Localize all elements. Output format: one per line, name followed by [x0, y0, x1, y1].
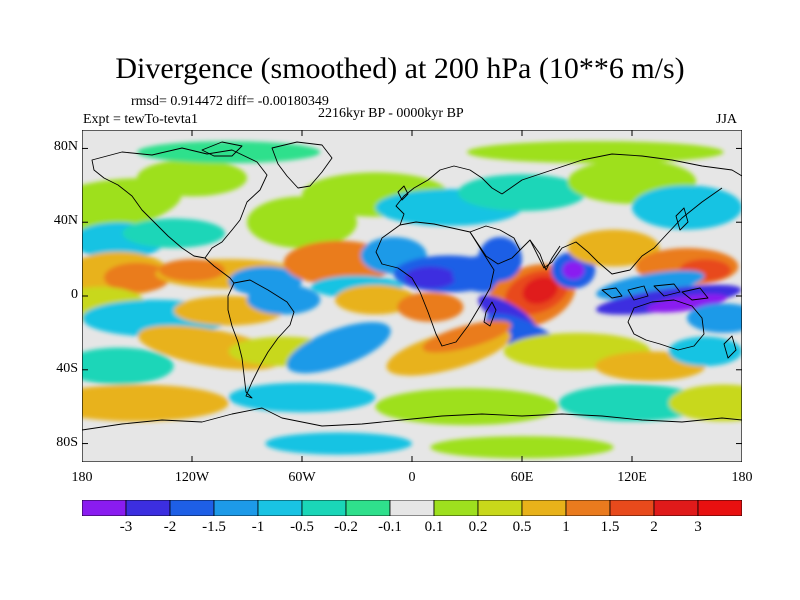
- contour-region: [397, 292, 464, 322]
- lon-tick-label: 180: [71, 470, 93, 485]
- colorbar-label: -2: [163, 519, 177, 535]
- contour-region: [404, 266, 457, 289]
- colorbar-label: -0.5: [290, 519, 314, 535]
- colorbar-swatch: [82, 500, 127, 516]
- colorbar-label: -1: [251, 519, 265, 535]
- contour-region: [430, 436, 614, 459]
- experiment-text: Expt = tewTo-tevta1: [83, 112, 198, 127]
- contour-region: [137, 159, 247, 197]
- colorbar-swatch: [257, 500, 303, 516]
- colorbar-label: -0.1: [378, 519, 402, 535]
- contour-region: [647, 294, 727, 313]
- colorbar-label: 1.5: [600, 519, 620, 535]
- contour-region: [522, 276, 559, 305]
- colorbar-label: 0.1: [424, 519, 444, 535]
- contour-region: [159, 259, 225, 282]
- contour-region: [265, 432, 412, 455]
- lat-tick-label: 40N: [53, 213, 78, 229]
- lon-tick-label: 0: [408, 470, 416, 485]
- colorbar-label: -1.5: [202, 519, 226, 535]
- colorbar-swatch: [521, 500, 567, 516]
- contour-region: [286, 322, 391, 374]
- colorbar-label: 0.2: [468, 519, 488, 535]
- colorbar-swatch: [697, 500, 742, 516]
- colorbar-label: 2: [650, 519, 658, 535]
- contour-region: [122, 218, 225, 249]
- colorbar-swatch: [169, 500, 215, 516]
- lon-tick-label: 180: [731, 470, 753, 485]
- lon-tick-label: 120E: [617, 470, 647, 485]
- divergence-map: [82, 130, 742, 462]
- colorbar-swatch: [433, 500, 479, 516]
- contour-region: [668, 384, 742, 422]
- contour-region: [137, 141, 321, 164]
- contour-region: [558, 384, 706, 422]
- colorbar-swatch: [125, 500, 171, 516]
- contour-region: [82, 347, 174, 385]
- colorbar-swatch: [477, 500, 523, 516]
- contour-region: [467, 141, 724, 164]
- contour-region: [228, 382, 376, 413]
- colorbar-label: -0.2: [334, 519, 358, 535]
- colorbar: [82, 500, 742, 516]
- colorbar-label: 3: [694, 519, 702, 535]
- colorbar-swatch: [389, 500, 435, 516]
- contour-region: [104, 262, 170, 293]
- lon-tick-label: 120W: [174, 470, 210, 485]
- colorbar-label: 0.5: [512, 519, 532, 535]
- lon-tick-label: 60E: [510, 470, 534, 485]
- lat-tick-label: 0: [71, 287, 78, 302]
- contour-region: [596, 270, 705, 300]
- colorbar-label: -3: [119, 519, 133, 535]
- stats-text: rmsd= 0.914472 diff= -0.00180349: [131, 94, 329, 109]
- lat-tick-label: 80N: [53, 139, 78, 155]
- contour-region: [335, 284, 416, 315]
- colorbar-swatch: [653, 500, 699, 516]
- contour-region: [668, 336, 742, 367]
- contour-region: [457, 174, 587, 212]
- coastlines: [82, 141, 742, 431]
- contour-region: [687, 303, 742, 333]
- contour-region: [567, 229, 660, 267]
- period-text: 2216kyr BP - 0000kyr BP: [318, 106, 464, 121]
- colorbar-label: 1: [562, 519, 570, 535]
- contour-region: [478, 236, 522, 282]
- lat-tick-label: 80S: [56, 434, 78, 450]
- colorbar-swatch: [213, 500, 259, 516]
- lon-tick-label: 60W: [288, 470, 316, 485]
- map-title: Divergence (smoothed) at 200 hPa (10**6 …: [115, 52, 685, 85]
- season-text: JJA: [716, 112, 738, 127]
- colorbar-swatch: [609, 500, 655, 516]
- contour-region: [562, 260, 585, 280]
- lat-tick-label: 40S: [56, 360, 78, 376]
- colorbar-swatch: [565, 500, 611, 516]
- contour-region: [422, 320, 512, 353]
- colorbar-swatch: [301, 500, 347, 516]
- contour-region: [82, 384, 229, 422]
- contour-region: [632, 185, 742, 230]
- divergence-field: [82, 141, 742, 459]
- colorbar-swatch: [345, 500, 391, 516]
